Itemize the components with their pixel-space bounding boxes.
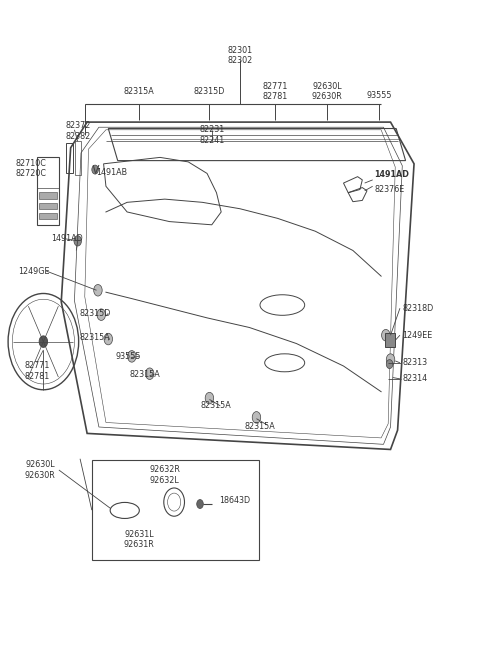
Text: 82313: 82313 — [402, 358, 427, 367]
Text: 92631L
92631R: 92631L 92631R — [123, 530, 154, 549]
Text: 1491AD: 1491AD — [51, 234, 83, 244]
Text: 92630L
92630R: 92630L 92630R — [312, 82, 342, 101]
Text: 1491AB: 1491AB — [96, 168, 128, 177]
Circle shape — [145, 368, 154, 379]
Text: 93555: 93555 — [115, 352, 141, 361]
Text: 1491AD: 1491AD — [374, 170, 409, 179]
Bar — [92, 460, 259, 560]
Circle shape — [104, 333, 112, 345]
Circle shape — [386, 360, 393, 369]
Text: 82315A: 82315A — [245, 422, 276, 432]
Text: 82314: 82314 — [402, 375, 427, 383]
Text: 92630L
92630R: 92630L 92630R — [24, 460, 56, 479]
Circle shape — [74, 236, 82, 246]
Text: 82372
82382: 82372 82382 — [65, 121, 90, 141]
Text: 82315A: 82315A — [130, 370, 160, 379]
Text: 82710C
82720C: 82710C 82720C — [15, 159, 46, 178]
Bar — [385, 333, 395, 347]
Bar — [39, 213, 58, 219]
Bar — [39, 202, 58, 210]
Text: 82315D: 82315D — [194, 86, 225, 96]
Circle shape — [92, 165, 98, 174]
Bar — [39, 193, 58, 199]
Text: 82231
82241: 82231 82241 — [199, 125, 225, 145]
Bar — [75, 141, 81, 175]
Text: 82315A: 82315A — [123, 86, 154, 96]
Text: 82318D: 82318D — [402, 304, 433, 312]
Circle shape — [97, 309, 106, 320]
Bar — [66, 143, 73, 174]
Text: 82771
82781: 82771 82781 — [263, 82, 288, 101]
Text: 1249EE: 1249EE — [402, 331, 432, 340]
Text: 92632R
92632L: 92632R 92632L — [149, 466, 180, 485]
Text: 93555: 93555 — [366, 91, 392, 100]
Circle shape — [205, 392, 214, 404]
Circle shape — [128, 350, 136, 362]
Text: 82771
82781: 82771 82781 — [24, 362, 49, 381]
Circle shape — [197, 500, 204, 508]
Circle shape — [386, 354, 395, 365]
Text: 82376E: 82376E — [374, 185, 404, 194]
Text: 1249GE: 1249GE — [18, 267, 49, 276]
Text: 82315D: 82315D — [79, 309, 110, 318]
Text: 18643D: 18643D — [219, 496, 250, 505]
Text: 82301
82302: 82301 82302 — [228, 46, 252, 65]
Circle shape — [94, 284, 102, 296]
Circle shape — [382, 329, 390, 341]
Bar — [37, 157, 60, 225]
Text: 82315A: 82315A — [79, 333, 110, 343]
Text: 82315A: 82315A — [200, 402, 231, 410]
Circle shape — [252, 411, 261, 423]
Circle shape — [39, 336, 48, 347]
